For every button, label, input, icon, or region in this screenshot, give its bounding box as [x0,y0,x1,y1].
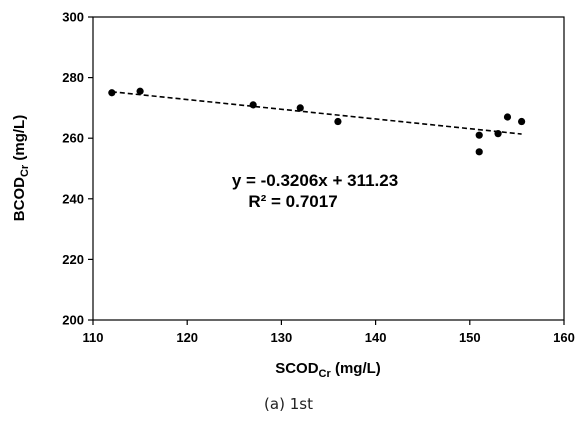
y-axis-title-unit: (mg/L) [11,115,28,165]
data-point [334,117,342,126]
data-point [249,101,257,109]
y-axis-title-main: BCOD [11,177,28,221]
x-tick-label: 120 [176,330,198,345]
data-point [475,131,483,139]
data-point [475,148,483,156]
x-tick-label: 160 [553,330,575,345]
x-axis-title: SCODCr (mg/L) [275,360,381,380]
x-tick-label: 130 [271,330,293,345]
scatter-chart: 200 220 240 260 280 300 110 120 130 140 150 160 y … [11,10,575,381]
y-axis-title-sub: Cr [19,164,31,177]
x-axis-ticks: 110 120 130 140 150 160 [83,320,575,345]
x-axis-title-main: SCOD [275,360,319,377]
y-tick-label: 300 [62,10,84,25]
data-point [136,87,144,95]
y-tick-label: 240 [62,191,84,206]
y-tick-label: 260 [62,131,84,146]
y-tick-label: 220 [62,252,84,267]
equation-label: y = -0.3206x + 311.23 [232,171,398,190]
data-point [503,113,512,121]
y-tick-label: 200 [62,313,84,328]
y-tick-label: 280 [62,70,84,85]
r-squared-label: R² = 0.7017 [248,192,337,211]
data-point [494,130,502,138]
x-axis-title-sub: Cr [319,368,332,380]
figure-caption: (a) 1st [264,395,313,413]
data-point [518,117,526,126]
data-point [108,89,116,97]
y-axis-title: BCODCr (mg/L) [11,115,31,221]
plot-area [92,16,565,321]
trendline-group [111,90,522,135]
data-points [108,87,526,156]
x-axis-title-unit: (mg/L) [331,360,381,377]
x-tick-label: 150 [459,330,481,345]
trendline [111,90,522,135]
x-tick-label: 140 [365,330,387,345]
x-tick-label: 110 [83,330,104,345]
data-point [296,104,304,112]
y-axis-ticks: 200 220 240 260 280 300 [62,10,93,328]
